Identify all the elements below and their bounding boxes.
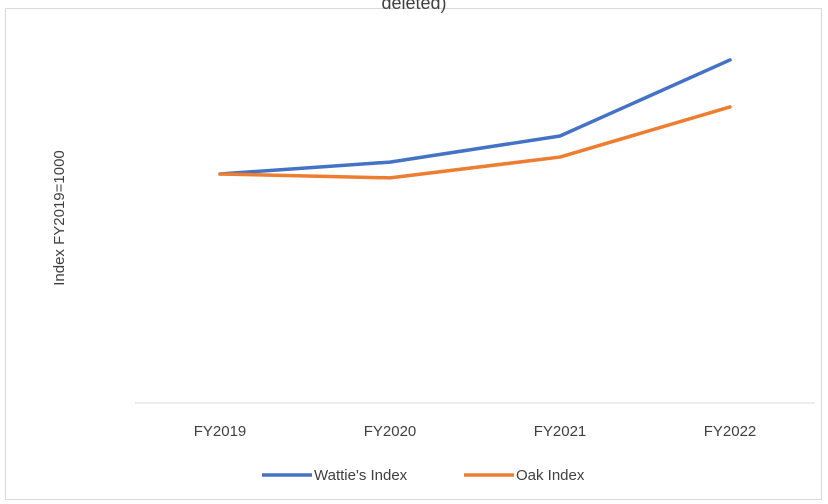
- chart-border: [5, 8, 822, 500]
- legend-label: Oak Index: [516, 467, 585, 484]
- x-tick-label: FY2021: [534, 423, 587, 440]
- line-series: [218, 58, 732, 176]
- y-axis-label: Index FY2019=1000: [51, 150, 68, 286]
- legend-label: Wattie's Index: [314, 467, 408, 484]
- x-tick-label: FY2019: [194, 423, 247, 440]
- x-tick-label: FY2022: [704, 423, 757, 440]
- line-series: [218, 105, 732, 180]
- chart-title: deleted): [381, 0, 446, 13]
- x-tick-label: FY2020: [364, 423, 417, 440]
